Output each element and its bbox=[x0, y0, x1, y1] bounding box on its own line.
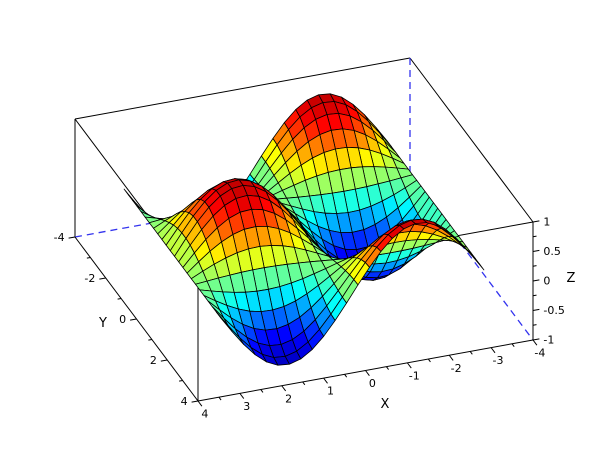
z-tick-label: 1 bbox=[543, 216, 550, 229]
z-axis-tick-minor bbox=[532, 235, 537, 238]
x-axis-tick-minor bbox=[260, 389, 264, 393]
y-axis-tick bbox=[191, 400, 199, 403]
x-axis-tick bbox=[197, 400, 203, 407]
x-tick-label: -3 bbox=[493, 354, 504, 367]
y-axis-tick bbox=[68, 236, 76, 239]
x-tick-label: -2 bbox=[451, 362, 462, 375]
x-axis-tick bbox=[490, 347, 496, 354]
x-tick-label: 1 bbox=[327, 385, 334, 398]
z-axis-tick bbox=[532, 279, 540, 282]
surface-mesh bbox=[123, 93, 485, 366]
z-axis-tick-minor bbox=[532, 294, 537, 297]
y-tick-label: 4 bbox=[181, 395, 188, 408]
y-axis: -4 -2 0 2 4 bbox=[54, 231, 199, 408]
y-tick-label: 2 bbox=[150, 354, 157, 367]
z-axis-tick-minor bbox=[532, 265, 537, 267]
y-axis-name-label: Y bbox=[98, 316, 107, 331]
z-tick-label: -0.5 bbox=[543, 304, 564, 317]
x-tick-label: 3 bbox=[243, 400, 250, 413]
x-axis-tick bbox=[239, 393, 245, 399]
y-axis-tick-minor bbox=[117, 298, 122, 300]
x-axis-name-label: X bbox=[381, 397, 390, 412]
y-axis-tick bbox=[130, 318, 137, 321]
x-axis-tick-minor bbox=[469, 351, 473, 355]
z-axis-tick bbox=[532, 249, 540, 252]
x-axis-tick-minor bbox=[302, 381, 306, 386]
x-tick-label: -1 bbox=[409, 369, 420, 382]
x-axis-tick-minor bbox=[218, 396, 222, 401]
x-axis: 4 3 2 1 0 -1 -2 -3 -4 bbox=[197, 339, 545, 421]
x-axis-tick-minor bbox=[344, 374, 348, 378]
x-axis-tick bbox=[365, 370, 370, 377]
z-axis-tick bbox=[532, 308, 540, 311]
x-tick-label: 2 bbox=[285, 392, 292, 405]
x-axis-tick bbox=[532, 339, 538, 346]
y-axis-tick-minor bbox=[148, 339, 152, 341]
z-tick-label: -1 bbox=[543, 334, 554, 347]
z-tick-label: 0.5 bbox=[543, 245, 561, 258]
y-axis-tick bbox=[160, 359, 168, 362]
y-axis-tick bbox=[99, 277, 106, 280]
axis-name-labels: X Y Z bbox=[98, 271, 576, 412]
x-axis-tick-minor bbox=[511, 343, 515, 347]
x-axis-tick bbox=[448, 354, 454, 361]
x-tick-label: 0 bbox=[369, 377, 376, 390]
z-axis-name-label: Z bbox=[567, 271, 576, 286]
z-axis-tick bbox=[532, 220, 540, 223]
z-axis-tick-minor bbox=[532, 324, 537, 326]
y-axis-tick-minor bbox=[179, 380, 183, 382]
x-tick-label: 4 bbox=[201, 408, 208, 421]
x-axis-tick-minor bbox=[427, 358, 431, 363]
x-axis-tick bbox=[406, 362, 412, 369]
x-tick-label: -4 bbox=[534, 347, 545, 360]
z-axis: 1 0.5 0 -0.5 -1 bbox=[532, 216, 565, 347]
z-axis-tick bbox=[532, 338, 540, 341]
z-tick-label: 0 bbox=[543, 275, 550, 288]
y-axis-tick-minor bbox=[86, 257, 91, 259]
x-axis-tick bbox=[323, 377, 328, 384]
y-tick-label: 0 bbox=[119, 313, 126, 326]
x-axis-tick-minor bbox=[386, 366, 389, 370]
x-axis-tick bbox=[281, 385, 287, 392]
y-tick-label: -4 bbox=[54, 231, 65, 244]
y-tick-label: -2 bbox=[84, 272, 95, 285]
